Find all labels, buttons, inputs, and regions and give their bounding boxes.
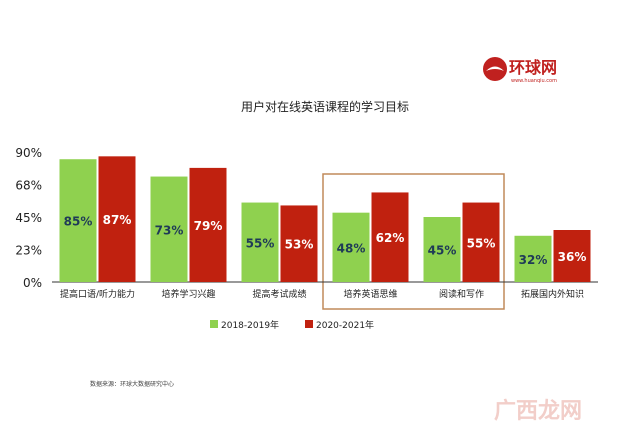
bar-value-label: 87% [103, 213, 132, 227]
bar-value-label: 62% [376, 231, 405, 245]
x-tick-label: 阅读和写作 [439, 288, 484, 300]
bar [280, 205, 318, 282]
chart-title: 用户对在线英语课程的学习目标 [241, 99, 409, 114]
x-tick-label: 拓展国内外知识 [521, 288, 584, 300]
x-tick-label: 提高口语/听力能力 [60, 288, 135, 300]
bar-value-label: 32% [519, 253, 548, 267]
bar [241, 202, 279, 282]
bar [332, 212, 370, 282]
x-tick-label: 培养学习兴趣 [161, 288, 215, 300]
x-tick-label: 提高考试成绩 [252, 288, 306, 300]
watermark: 广西龙网 [494, 398, 582, 424]
bar [150, 176, 188, 282]
x-tick-label: 培养英语思维 [343, 288, 397, 300]
legend-swatch [305, 320, 313, 328]
logo-url: www.huanqiu.com [511, 78, 557, 84]
y-tick-label: 0% [23, 276, 42, 290]
legend-label: 2018-2019年 [221, 319, 279, 331]
bar [423, 217, 461, 282]
bar [59, 159, 97, 282]
x-axis: 提高口语/听力能力 培养学习兴趣 提高考试成绩 培养英语思维 阅读和写作 拓展国内外知识 [60, 288, 584, 300]
legend: 2018-2019年 2020-2021年 [210, 319, 374, 331]
bar [462, 202, 500, 282]
logo-name: 环球网 [509, 58, 557, 77]
logo-swoosh-icon [486, 66, 504, 71]
bar [553, 230, 591, 282]
bar-value-label: 79% [194, 219, 223, 233]
bar [514, 235, 552, 282]
bar [98, 156, 136, 282]
y-tick-label: 90% [15, 146, 42, 160]
bar [189, 167, 227, 282]
y-tick-label: 45% [15, 211, 42, 225]
logo: 环球网 www.huanqiu.com [483, 57, 557, 84]
highlight-box [322, 173, 505, 310]
bar-value-label: 45% [428, 244, 457, 258]
bars: 85% 87% 73% 79% 55% 53% 48% 62% 45% 55% 32% 36% [59, 156, 591, 282]
y-axis: 0% 23% 45% 68% 90% [15, 146, 42, 290]
source-note: 数据来源：环球大数据研究中心 [90, 380, 174, 388]
y-tick-label: 23% [15, 244, 42, 258]
bar-value-label: 53% [285, 238, 314, 252]
bar-value-label: 55% [467, 236, 496, 250]
bar-value-label: 48% [337, 241, 366, 255]
bar-value-label: 85% [64, 215, 93, 229]
bar-value-label: 36% [558, 250, 587, 264]
bar-value-label: 55% [246, 236, 275, 250]
bar [371, 192, 409, 282]
legend-label: 2020-2021年 [316, 319, 374, 331]
bar-value-label: 73% [155, 223, 184, 237]
legend-swatch [210, 320, 218, 328]
y-tick-label: 68% [15, 179, 42, 193]
